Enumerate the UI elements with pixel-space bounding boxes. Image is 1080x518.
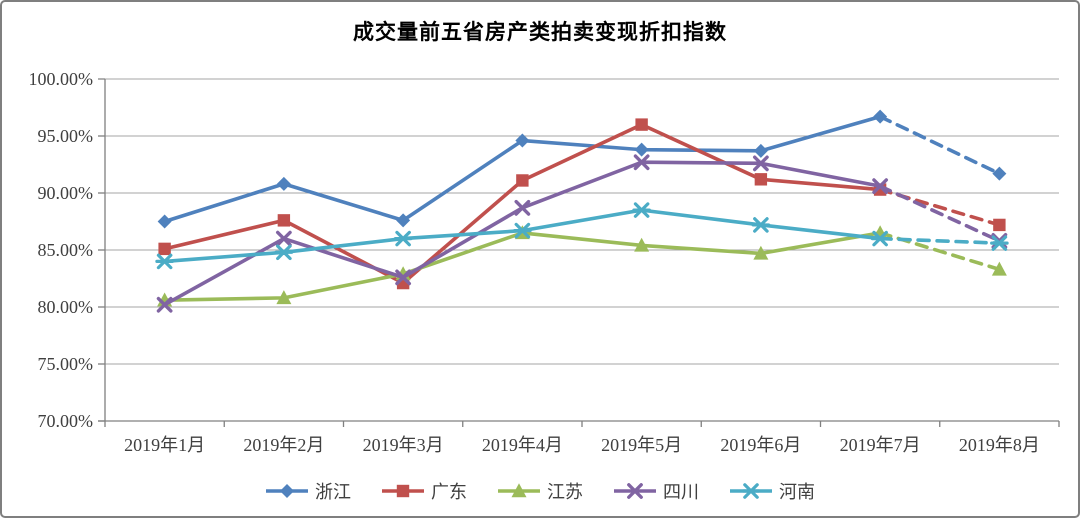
chart-title: 成交量前五省房产类拍卖变现折扣指数 (353, 20, 727, 44)
legend-item-四川: 四川 (613, 478, 699, 504)
series-line-solid (162, 231, 882, 302)
y-tick-label: 80.00% (38, 297, 94, 317)
data-point-asterisk (741, 483, 761, 499)
data-point-asterisk (274, 244, 294, 261)
data-point-diamond (992, 166, 1007, 181)
x-tick-label: 2019年4月 (482, 435, 563, 455)
y-tick-label: 95.00% (38, 126, 94, 146)
data-point-square (993, 218, 1006, 232)
data-point-diamond (276, 176, 291, 191)
x-tick-label: 2019年5月 (601, 435, 682, 455)
series-line-dashed (878, 236, 1002, 245)
data-point-triangle (753, 245, 769, 260)
data-point-square (158, 242, 171, 256)
legend-swatch-square-icon (382, 484, 424, 498)
data-point-x (156, 296, 173, 313)
legend-swatch-x-icon (614, 483, 656, 499)
data-point-square (277, 214, 291, 227)
data-point-x (395, 269, 412, 286)
data-point-triangle (991, 261, 1007, 276)
y-tick-label: 90.00% (38, 183, 94, 203)
legend-item-江苏: 江苏 (497, 478, 583, 504)
x-tick-label: 2019年7月 (840, 435, 921, 455)
legend: 浙江 广东 江苏 四川 河南 (2, 478, 1078, 504)
data-point-asterisk (393, 230, 413, 247)
data-point-square (635, 118, 648, 131)
series-line-dashed (878, 184, 1002, 243)
x-tick-label: 2019年6月 (720, 435, 801, 455)
data-point-asterisk (632, 202, 651, 218)
x-tick-label: 2019年2月 (243, 435, 324, 455)
data-point-asterisk (513, 222, 532, 239)
y-tick-label: 75.00% (38, 354, 94, 374)
legend-swatch-diamond-icon (266, 484, 308, 498)
data-point-diamond (280, 484, 294, 498)
legend-swatch-triangle-icon (498, 483, 540, 498)
data-point-diamond (634, 142, 649, 157)
axes (98, 78, 1060, 427)
x-tick-label: 2019年3月 (363, 435, 444, 455)
data-point-x (275, 230, 292, 247)
data-point-asterisk (155, 253, 174, 270)
data-point-diamond (753, 143, 768, 158)
data-point-diamond (515, 133, 530, 148)
x-tick-label: 2019年8月 (959, 435, 1040, 455)
data-point-x (752, 155, 769, 172)
legend-item-浙江: 浙江 (265, 478, 351, 504)
x-tick-label: 2019年1月 (124, 435, 205, 455)
data-point-triangle (634, 237, 650, 252)
data-point-asterisk (751, 217, 771, 233)
data-point-square (754, 173, 768, 186)
series-浙江 (157, 109, 1007, 229)
y-tick-label: 70.00% (38, 411, 94, 431)
data-point-diamond (873, 109, 888, 124)
data-point-asterisk (870, 230, 890, 247)
data-point-square (516, 174, 529, 187)
data-point-x (627, 483, 643, 499)
data-point-asterisk (990, 235, 1009, 251)
series-河南 (155, 202, 1009, 270)
data-point-triangle (276, 290, 292, 305)
legend-item-河南: 河南 (729, 478, 815, 504)
data-point-x (514, 199, 531, 216)
data-point-diamond (396, 213, 411, 228)
data-point-square (396, 484, 410, 498)
data-point-x (633, 154, 650, 171)
legend-label: 河南 (779, 482, 815, 502)
x-tick-labels: 2019年1月 2019年2月 2019年3月 2019年4月 2019年5月 2019年… (124, 435, 1040, 455)
data-point-x (991, 232, 1008, 249)
legend-label: 浙江 (315, 482, 351, 502)
legend-label: 四川 (663, 482, 699, 502)
series-四川 (156, 154, 1008, 313)
legend-item-广东: 广东 (381, 478, 467, 504)
series-line-dashed (878, 114, 1002, 176)
y-tick-label: 85.00% (38, 240, 94, 260)
data-point-x (872, 178, 889, 195)
data-point-triangle (511, 483, 527, 498)
legend-label: 江苏 (547, 482, 583, 502)
legend-swatch-asterisk-icon (730, 483, 772, 499)
y-tick-label: 100.00% (29, 69, 94, 89)
y-tick-labels: 70.00% 75.00% 80.00% 85.00% 90.00% 95.00% 100.… (29, 69, 94, 431)
data-point-diamond (157, 214, 172, 229)
legend-label: 广东 (431, 482, 467, 502)
